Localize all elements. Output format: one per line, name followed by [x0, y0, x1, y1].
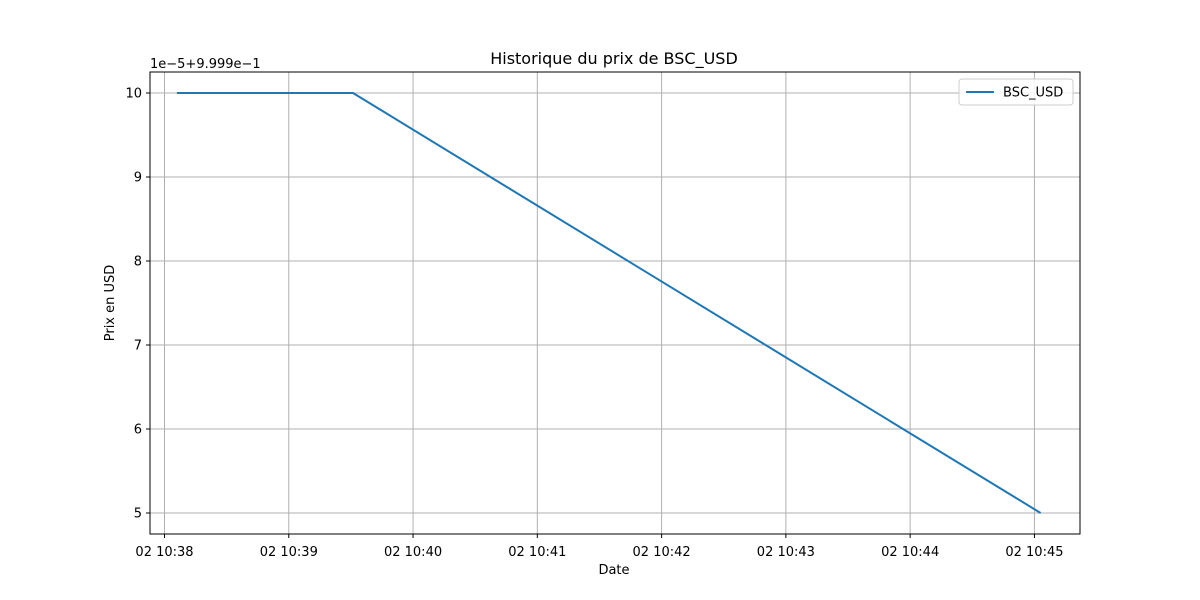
y-axis-label: Prix en USD	[103, 265, 118, 342]
grid	[150, 72, 1080, 534]
series-line	[176, 92, 1042, 514]
x-tick-label: 02 10:39	[260, 545, 318, 560]
y-tick-label: 7	[134, 339, 142, 354]
x-tick-label: 02 10:40	[384, 545, 442, 560]
legend: BSC_USD	[958, 78, 1074, 106]
x-axis: 02 10:38 02 10:39 02 10:40 02 10:41 02 10:42…	[135, 534, 1064, 560]
y-tick-label: 5	[134, 507, 142, 522]
legend-box	[958, 78, 1074, 106]
y-tick-label: 9	[134, 171, 142, 186]
y-tick-label: 10	[125, 87, 142, 102]
y-axis-offset-label: 1e−5+9.999e−1	[150, 57, 261, 72]
y-tick-label: 8	[134, 255, 142, 270]
chart-title: Historique du prix de BSC_USD	[490, 49, 738, 69]
x-tick-label: 02 10:44	[881, 545, 939, 560]
x-tick-label: 02 10:38	[135, 545, 193, 560]
x-tick-label: 02 10:41	[508, 545, 566, 560]
x-tick-label: 02 10:42	[633, 545, 691, 560]
x-axis-label: Date	[598, 563, 629, 578]
x-tick-label: 02 10:43	[757, 545, 815, 560]
plot-frame	[149, 71, 1081, 535]
y-tick-label: 6	[134, 423, 142, 438]
y-axis: 5 6 7 8 9 10	[125, 87, 150, 522]
x-tick-label: 02 10:45	[1005, 545, 1063, 560]
series-layer	[176, 92, 1042, 514]
legend-label: BSC_USD	[1003, 86, 1063, 101]
